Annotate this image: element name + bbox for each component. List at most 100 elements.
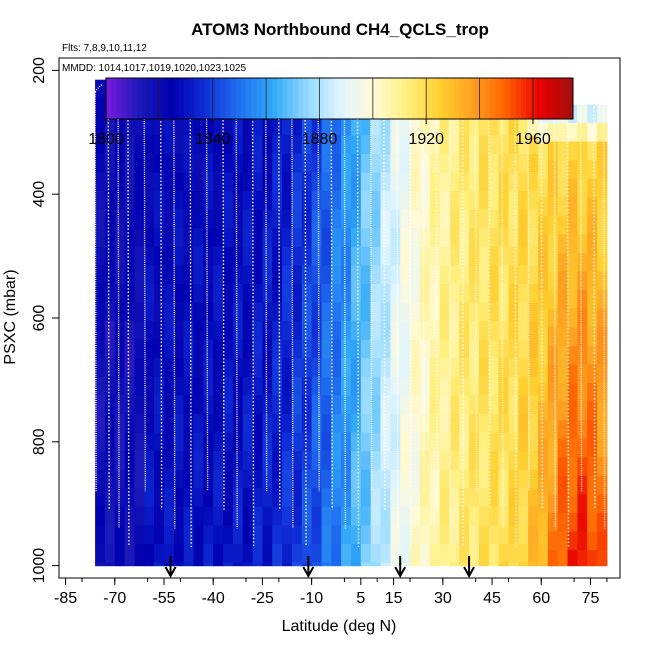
heatmap-cell bbox=[262, 172, 273, 192]
heatmap-cell bbox=[104, 395, 116, 415]
heatmap-cell bbox=[459, 302, 470, 322]
heatmap-cell bbox=[597, 383, 608, 403]
heatmap-cell bbox=[262, 302, 273, 322]
heatmap-cell bbox=[213, 321, 224, 341]
heatmap-cell bbox=[577, 253, 588, 273]
takeoff-arrow bbox=[394, 556, 407, 579]
heatmap-cell bbox=[154, 209, 165, 229]
heatmap-cell bbox=[114, 506, 126, 526]
heatmap-cell bbox=[154, 562, 165, 567]
heatmap-cell bbox=[449, 246, 460, 266]
heatmap-cell bbox=[272, 414, 283, 434]
heatmap-cell bbox=[203, 321, 214, 341]
heatmap-cell bbox=[597, 531, 608, 551]
heatmap-cell bbox=[164, 562, 175, 567]
heatmap-cell bbox=[351, 432, 362, 452]
colorbar-segment bbox=[297, 78, 304, 119]
heatmap-cell bbox=[183, 246, 195, 266]
heatmap-cell bbox=[547, 457, 559, 477]
heatmap-cell bbox=[469, 562, 480, 567]
heatmap-cell bbox=[321, 376, 332, 396]
heatmap-cell bbox=[134, 116, 145, 136]
heatmap-cell bbox=[410, 358, 421, 378]
heatmap-cell bbox=[154, 525, 165, 545]
heatmap-cell bbox=[301, 451, 313, 471]
heatmap-cell bbox=[193, 432, 204, 452]
colorbar-segment bbox=[334, 78, 340, 119]
colorbar-segment bbox=[521, 78, 527, 119]
heatmap-cell bbox=[538, 234, 549, 254]
heatmap-cell bbox=[380, 469, 391, 489]
heatmap-cell bbox=[311, 265, 322, 285]
heatmap-cell bbox=[173, 339, 185, 359]
heatmap-cell bbox=[410, 135, 421, 155]
heatmap-cell bbox=[193, 395, 204, 415]
heatmap-cell bbox=[164, 358, 175, 378]
heatmap-cell bbox=[134, 469, 145, 489]
heatmap-cell bbox=[567, 308, 578, 328]
heatmap-cell bbox=[380, 339, 391, 359]
heatmap-cell bbox=[203, 432, 214, 452]
heatmap-cell bbox=[597, 513, 608, 533]
flight-profile bbox=[94, 83, 103, 492]
heatmap-cell bbox=[429, 191, 441, 211]
heatmap-cell bbox=[203, 451, 214, 471]
heatmap-cell bbox=[351, 302, 362, 322]
heatmap-cell bbox=[104, 376, 116, 396]
heatmap-cell bbox=[173, 172, 185, 192]
heatmap-cell bbox=[232, 191, 244, 211]
colorbar-segment bbox=[272, 78, 278, 119]
heatmap-cell bbox=[518, 506, 529, 526]
heatmap-cell bbox=[429, 116, 441, 136]
heatmap-cell bbox=[547, 160, 559, 180]
heatmap-cell bbox=[321, 191, 332, 211]
heatmap-cell bbox=[370, 302, 382, 322]
heatmap-cell bbox=[538, 364, 549, 384]
heatmap-cell bbox=[429, 432, 441, 452]
colorbar-segment bbox=[246, 78, 252, 119]
chart-title: ATOM3 Northbound CH4_QCLS_trop bbox=[191, 20, 489, 39]
heatmap-cell bbox=[429, 209, 441, 229]
heatmap-cell bbox=[104, 358, 116, 378]
heatmap-cell bbox=[272, 116, 283, 136]
heatmap-cell bbox=[390, 339, 401, 359]
heatmap-cell bbox=[95, 79, 106, 99]
heatmap-cell bbox=[360, 135, 372, 155]
heatmap-cell bbox=[104, 154, 116, 174]
heatmap-cell bbox=[301, 191, 313, 211]
heatmap-cell bbox=[508, 339, 519, 359]
heatmap-cell bbox=[282, 469, 293, 489]
heatmap-cell bbox=[134, 488, 145, 508]
heatmap-cell bbox=[498, 265, 509, 285]
heatmap-cell bbox=[311, 451, 322, 471]
heatmap-cell bbox=[508, 544, 519, 564]
heatmap-cell bbox=[360, 562, 372, 567]
heatmap-cell bbox=[291, 265, 303, 285]
colorbar-segment bbox=[469, 78, 475, 119]
heatmap-cell bbox=[173, 135, 185, 155]
heatmap-cell bbox=[144, 488, 155, 508]
heatmap-cell bbox=[114, 228, 126, 248]
heatmap-cell bbox=[557, 383, 569, 403]
heatmap-cell bbox=[498, 321, 509, 341]
heatmap-cell bbox=[321, 525, 332, 545]
heatmap-cell bbox=[331, 544, 342, 564]
heatmap-cell bbox=[321, 562, 332, 567]
colorbar-segment bbox=[458, 78, 465, 119]
heatmap-cell bbox=[449, 191, 460, 211]
heatmap-cell bbox=[469, 544, 480, 564]
heatmap-cell bbox=[124, 414, 135, 434]
heatmap-cell bbox=[104, 321, 116, 341]
colorbar-segment bbox=[313, 78, 320, 119]
heatmap-cell bbox=[95, 451, 106, 471]
heatmap-cell bbox=[341, 339, 352, 359]
heatmap-cell bbox=[518, 469, 529, 489]
heatmap-cell bbox=[95, 154, 106, 174]
heatmap-cell bbox=[193, 302, 204, 322]
heatmap-cell bbox=[400, 209, 411, 229]
heatmap-cell bbox=[518, 525, 529, 545]
heatmap-cell bbox=[321, 358, 332, 378]
colorbar-tick-label: 1880 bbox=[302, 131, 338, 148]
heatmap-cell bbox=[577, 457, 588, 477]
y-tick-label: 200 bbox=[31, 57, 48, 84]
